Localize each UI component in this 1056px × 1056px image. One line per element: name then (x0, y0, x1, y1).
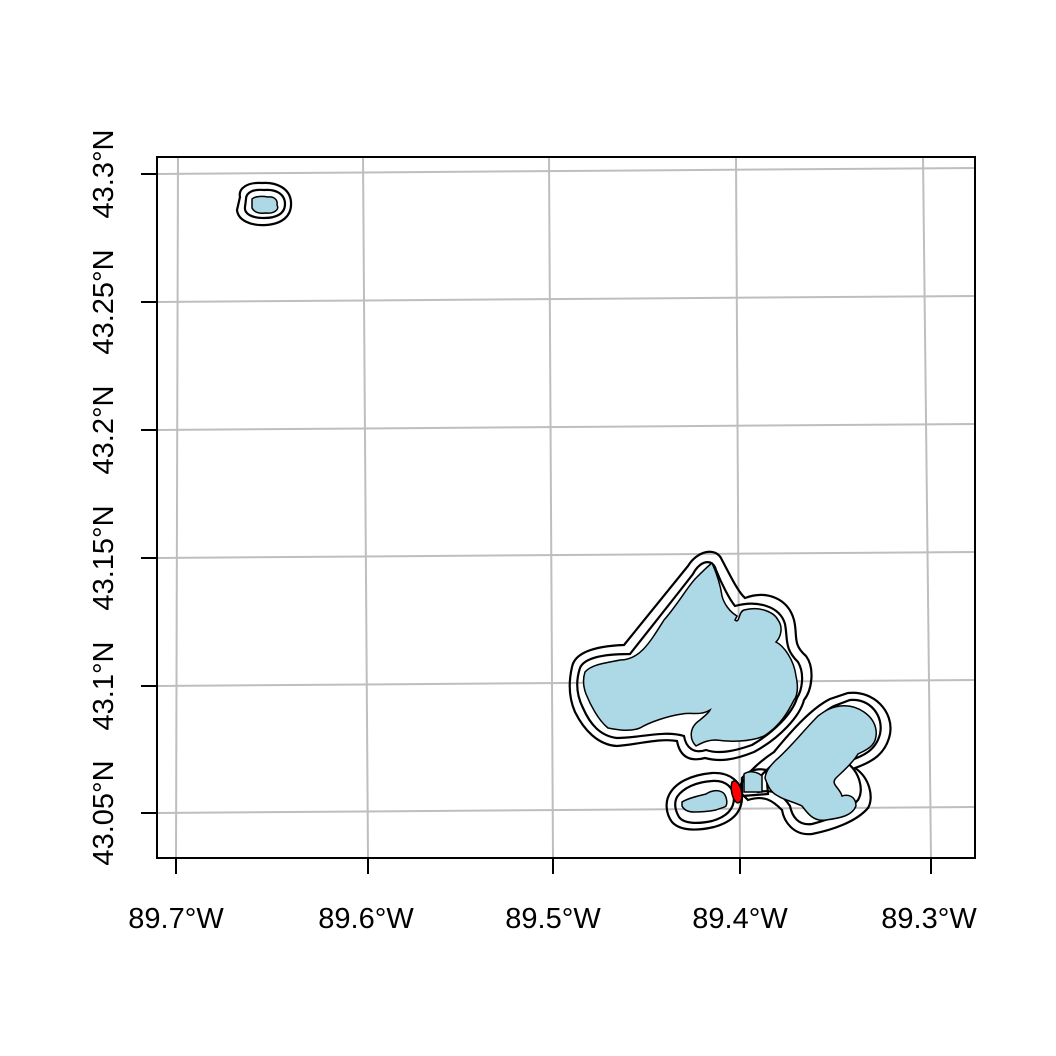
y-tick-label: 43.2°N (88, 386, 120, 475)
x-tick-label: 89.5°W (505, 903, 601, 935)
meridian-89-5 (548, 156, 554, 859)
x-tick-label: 89.7°W (128, 903, 224, 935)
meridian-89-6 (362, 156, 369, 859)
y-tick-label: 43.25°N (88, 249, 120, 354)
y-tick-label: 43.05°N (88, 760, 120, 865)
parallel-43-3 (156, 167, 976, 175)
parallel-43-15 (156, 551, 976, 559)
highlighted-connector (730, 780, 743, 804)
meridian-89-4 (735, 156, 741, 859)
lake-east (764, 705, 877, 822)
plot-frame (156, 156, 976, 859)
y-tick-label: 43.3°N (88, 130, 120, 219)
lakes (251, 195, 877, 822)
parallel-43-25 (156, 295, 976, 303)
x-tick-label: 89.3°W (881, 903, 977, 935)
lake-northwest (251, 195, 279, 214)
parallel-43-2 (156, 423, 976, 431)
meridian-89-7 (175, 156, 179, 859)
lake-middle (743, 771, 763, 793)
lake-large (582, 561, 799, 747)
x-tick-label: 89.6°W (318, 903, 414, 935)
buffer-ring-inner-sw (674, 779, 736, 824)
lake-southwest (681, 789, 728, 813)
buffer-ring-outer-nw (235, 181, 293, 227)
y-tick-label: 43.15°N (88, 505, 120, 610)
buffer-rings (235, 181, 892, 836)
buffer-ring-inner-nw (243, 188, 287, 220)
buffer-ring-outer-sw (665, 771, 744, 831)
y-tick-label: 43.1°N (88, 642, 120, 731)
buffer-ring-outer-large (568, 550, 813, 762)
y-tick-labels: 43.05°N 43.1°N 43.15°N 43.2°N 43.25°N 43… (88, 130, 120, 866)
buffer-ring-inner-large (576, 561, 804, 754)
axis-ticks (141, 173, 932, 874)
meridian-89-3 (922, 156, 932, 859)
x-tick-labels: 89.7°W 89.6°W 89.5°W 89.4°W 89.3°W (128, 903, 977, 935)
graticule-grid (156, 156, 976, 859)
buffer-ring-outer-east (736, 691, 892, 836)
parallel-43-1 (156, 679, 976, 687)
x-tick-label: 89.4°W (692, 903, 788, 935)
